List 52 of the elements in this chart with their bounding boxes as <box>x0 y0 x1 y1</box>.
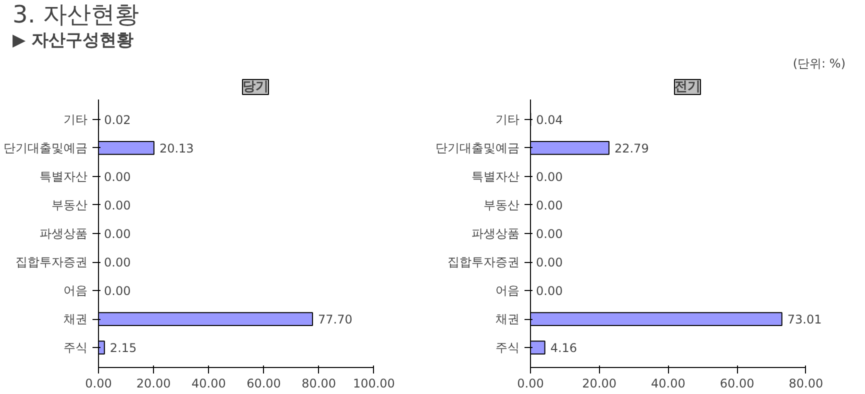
data-label: 0.00 <box>536 227 563 241</box>
data-label: 0.00 <box>104 256 131 270</box>
data-label: 0.04 <box>536 112 563 127</box>
y-tick-label: 부동산 <box>484 198 520 212</box>
y-tick-label: 집합투자증권 <box>448 255 520 270</box>
y-tick-label: 주식 <box>496 340 520 355</box>
y-tick-label: 단기대출및예금 <box>436 140 520 155</box>
x-tick-label: 40.00 <box>651 376 686 390</box>
y-tick-label: 특별자산 <box>40 169 88 184</box>
data-label: 20.13 <box>159 141 194 156</box>
x-tick-label: 80.00 <box>302 376 336 390</box>
y-tick-label: 특별자산 <box>472 169 520 184</box>
chart-title: 전기 <box>674 80 700 94</box>
data-label: 0.02 <box>104 112 131 127</box>
y-tick-label: 파생상품 <box>472 226 520 240</box>
y-tick-label: 채권 <box>496 312 520 326</box>
data-label: 22.79 <box>614 141 649 156</box>
data-label: 0.00 <box>536 170 563 184</box>
y-tick-label: 기타 <box>496 112 520 126</box>
x-tick-label: 60.00 <box>720 376 754 390</box>
x-tick-label: 60.00 <box>246 376 281 390</box>
data-label: 2.15 <box>110 341 137 356</box>
y-tick-label: 집합투자증권 <box>16 255 88 270</box>
data-label: 0.00 <box>104 198 131 212</box>
text: ▶ 자산구성현황 <box>12 30 134 50</box>
y-tick-label: 단기대출및예금 <box>4 140 88 155</box>
y-tick-label: 어음 <box>496 284 520 298</box>
x-tick-label: 0.00 <box>517 376 544 390</box>
y-tick-label: 채권 <box>64 312 88 326</box>
text: (단위: %) <box>792 56 846 70</box>
x-tick-label: 40.00 <box>192 376 226 390</box>
data-label: 0.00 <box>536 284 563 298</box>
x-tick-label: 80.00 <box>788 376 824 390</box>
y-tick-label: 어음 <box>64 284 88 298</box>
data-label: 0.00 <box>536 256 563 270</box>
x-tick-label: 0.00 <box>85 376 112 390</box>
y-tick-label: 파생상품 <box>40 226 88 240</box>
x-tick-label: 20.00 <box>136 376 171 390</box>
data-label: 0.00 <box>536 198 563 212</box>
chart-title: 당기 <box>242 80 268 94</box>
text: 3. 자산현황 <box>12 0 140 28</box>
y-tick-label: 주식 <box>64 340 88 355</box>
y-tick-label: 부동산 <box>52 198 88 212</box>
data-label: 0.00 <box>104 227 131 241</box>
x-tick-label: 100.00 <box>352 376 395 390</box>
y-tick-label: 기타 <box>64 112 88 126</box>
x-tick-label: 20.00 <box>582 376 617 390</box>
data-label: 73.01 <box>787 312 822 327</box>
data-label: 0.00 <box>104 284 131 298</box>
data-label: 4.16 <box>550 341 578 356</box>
data-label: 0.00 <box>104 170 131 184</box>
data-label: 77.70 <box>318 312 352 327</box>
